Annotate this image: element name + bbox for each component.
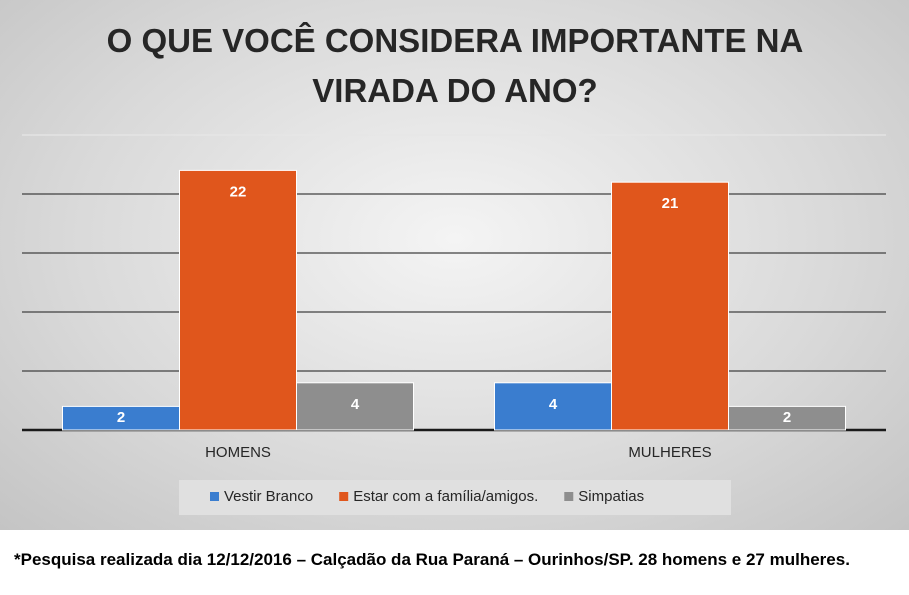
legend-label: Simpatias <box>578 488 644 505</box>
legend-swatch <box>339 492 349 501</box>
bar <box>728 405 846 431</box>
data-label: 22 <box>230 183 247 200</box>
data-label: 2 <box>117 409 125 426</box>
bar <box>179 169 297 431</box>
bar <box>494 382 612 431</box>
legend-swatch <box>564 492 574 501</box>
legend-label: Vestir Branco <box>224 488 313 505</box>
data-label: 2 <box>783 409 791 426</box>
chart-background <box>0 0 909 530</box>
bar <box>611 181 729 431</box>
x-tick-label: MULHERES <box>628 444 711 461</box>
data-label: 4 <box>351 396 360 413</box>
footnote: *Pesquisa realizada dia 12/12/2016 – Cal… <box>14 550 850 569</box>
bar <box>296 382 414 431</box>
x-tick-label: HOMENS <box>205 444 271 461</box>
data-label: 21 <box>662 195 679 212</box>
data-label: 4 <box>549 396 558 413</box>
chart-title: O QUE VOCÊ CONSIDERA IMPORTANTE NA VIRAD… <box>106 22 804 109</box>
legend-box <box>179 480 731 515</box>
legend-swatch <box>210 492 219 501</box>
legend-label: Estar com a família/amigos. <box>353 488 538 505</box>
